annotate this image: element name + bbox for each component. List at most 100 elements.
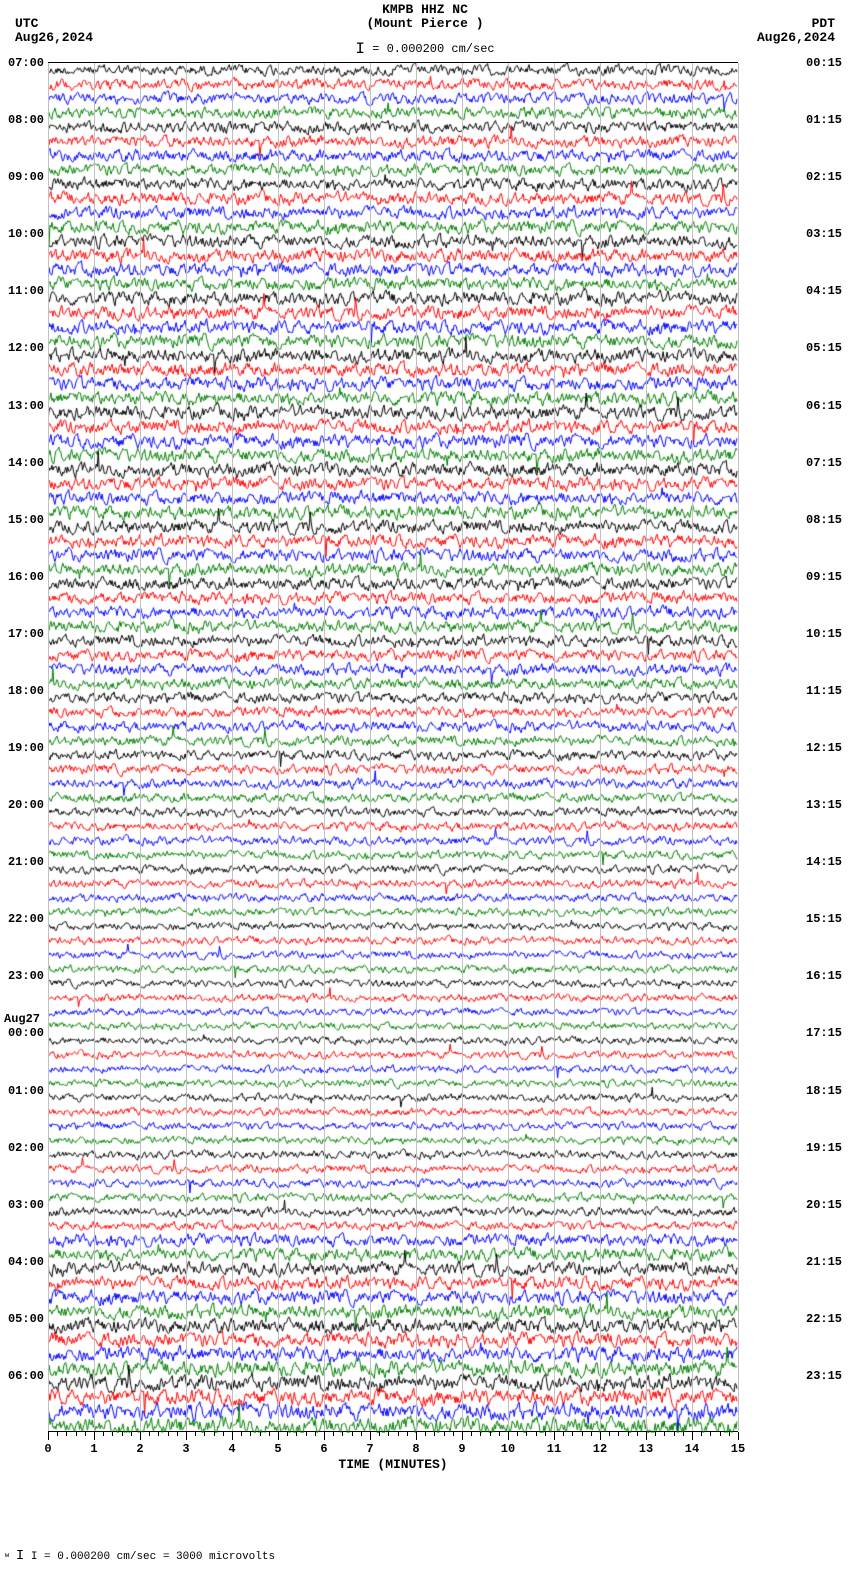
scale-bar-icon: I	[355, 40, 365, 58]
x-tick-major	[278, 1432, 279, 1440]
utc-time-label: 09:00	[8, 170, 44, 184]
midnight-date-label: Aug27	[4, 1012, 40, 1026]
x-tick-minor	[664, 1432, 665, 1436]
right-date: Aug26,2024	[757, 30, 835, 45]
pdt-time-label: 14:15	[806, 855, 842, 869]
x-tick-minor	[618, 1432, 619, 1436]
utc-time-label: 18:00	[8, 684, 44, 698]
pdt-time-label: 15:15	[806, 912, 842, 926]
x-tick-label: 5	[274, 1442, 281, 1456]
x-tick-minor	[526, 1432, 527, 1436]
grid-line	[48, 63, 49, 1431]
x-tick-minor	[168, 1432, 169, 1436]
x-tick-minor	[655, 1432, 656, 1436]
x-tick-major	[738, 1432, 739, 1440]
utc-time-label: 14:00	[8, 456, 44, 470]
utc-time-labels: 07:0008:0009:0010:0011:0012:0013:0014:00…	[0, 62, 46, 1432]
x-tick-minor	[287, 1432, 288, 1436]
header: KMPB HHZ NC (Mount Pierce ) I = 0.000200…	[0, 0, 850, 55]
station-subtitle: (Mount Pierce )	[366, 16, 483, 31]
grid-line	[600, 63, 601, 1431]
scale-bar-icon: I	[16, 1548, 24, 1564]
x-tick-minor	[122, 1432, 123, 1436]
x-tick-minor	[296, 1432, 297, 1436]
utc-time-label: 06:00	[8, 1369, 44, 1383]
x-tick-minor	[683, 1432, 684, 1436]
footer-scale: w I I = 0.000200 cm/sec = 3000 microvolt…	[5, 1548, 275, 1564]
grid-line	[508, 63, 509, 1431]
utc-time-label: 02:00	[8, 1141, 44, 1155]
pdt-time-label: 20:15	[806, 1198, 842, 1212]
grid-line	[140, 63, 141, 1431]
x-tick-minor	[471, 1432, 472, 1436]
x-axis-title: TIME (MINUTES)	[338, 1457, 447, 1472]
x-tick-minor	[674, 1432, 675, 1436]
x-tick-label: 2	[136, 1442, 143, 1456]
x-tick-major	[600, 1432, 601, 1440]
x-tick-minor	[250, 1432, 251, 1436]
x-tick-minor	[131, 1432, 132, 1436]
pdt-time-label: 13:15	[806, 798, 842, 812]
x-tick-minor	[591, 1432, 592, 1436]
utc-time-label: 00:00	[8, 1026, 44, 1040]
x-tick-minor	[269, 1432, 270, 1436]
x-tick-label: 12	[593, 1442, 607, 1456]
utc-time-label: 15:00	[8, 513, 44, 527]
x-tick-minor	[572, 1432, 573, 1436]
x-tick-major	[370, 1432, 371, 1440]
x-tick-major	[554, 1432, 555, 1440]
pdt-time-label: 07:15	[806, 456, 842, 470]
x-tick-minor	[499, 1432, 500, 1436]
x-tick-minor	[361, 1432, 362, 1436]
x-tick-minor	[545, 1432, 546, 1436]
x-tick-minor	[85, 1432, 86, 1436]
x-tick-minor	[76, 1432, 77, 1436]
grid-line	[646, 63, 647, 1431]
x-tick-label: 7	[366, 1442, 373, 1456]
x-axis: TIME (MINUTES) 0123456789101112131415	[48, 1432, 738, 1472]
x-tick-minor	[563, 1432, 564, 1436]
tiny-mark: w	[5, 1552, 9, 1560]
x-tick-major	[646, 1432, 647, 1440]
x-tick-minor	[434, 1432, 435, 1436]
station-title: KMPB HHZ NC	[382, 2, 468, 17]
utc-time-label: 04:00	[8, 1255, 44, 1269]
pdt-time-label: 17:15	[806, 1026, 842, 1040]
utc-time-label: 10:00	[8, 227, 44, 241]
utc-time-label: 13:00	[8, 399, 44, 413]
x-tick-minor	[425, 1432, 426, 1436]
pdt-time-label: 00:15	[806, 56, 842, 70]
x-tick-minor	[379, 1432, 380, 1436]
pdt-time-label: 09:15	[806, 570, 842, 584]
x-tick-label: 8	[412, 1442, 419, 1456]
x-tick-minor	[710, 1432, 711, 1436]
x-tick-minor	[490, 1432, 491, 1436]
x-tick-minor	[398, 1432, 399, 1436]
x-tick-major	[416, 1432, 417, 1440]
scale-top: I = 0.000200 cm/sec	[355, 40, 494, 58]
x-tick-label: 4	[228, 1442, 235, 1456]
right-timezone: PDT	[812, 16, 835, 31]
x-tick-minor	[241, 1432, 242, 1436]
grid-line	[278, 63, 279, 1431]
pdt-time-label: 21:15	[806, 1255, 842, 1269]
pdt-time-label: 11:15	[806, 684, 842, 698]
x-tick-label: 15	[731, 1442, 745, 1456]
utc-time-label: 05:00	[8, 1312, 44, 1326]
x-tick-minor	[480, 1432, 481, 1436]
pdt-time-label: 19:15	[806, 1141, 842, 1155]
pdt-time-label: 22:15	[806, 1312, 842, 1326]
x-tick-minor	[158, 1432, 159, 1436]
helicorder-plot	[48, 62, 738, 1432]
grid-line	[738, 63, 739, 1431]
seismogram-traces	[48, 63, 738, 1433]
pdt-time-label: 18:15	[806, 1084, 842, 1098]
utc-time-label: 03:00	[8, 1198, 44, 1212]
x-tick-minor	[103, 1432, 104, 1436]
x-tick-label: 9	[458, 1442, 465, 1456]
utc-time-label: 12:00	[8, 341, 44, 355]
pdt-time-label: 08:15	[806, 513, 842, 527]
grid-line	[324, 63, 325, 1431]
x-tick-minor	[315, 1432, 316, 1436]
x-tick-minor	[701, 1432, 702, 1436]
